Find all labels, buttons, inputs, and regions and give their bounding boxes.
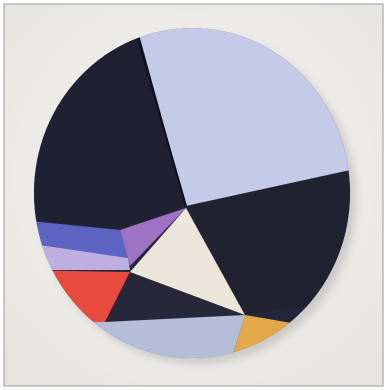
- seam: [134, 28, 187, 207]
- segment-purple: [120, 208, 186, 266]
- segment-blue: [34, 220, 128, 258]
- segment-navy-right: [186, 168, 350, 315]
- segment-cream: [130, 208, 245, 315]
- segment-navy-bottom: [105, 272, 245, 322]
